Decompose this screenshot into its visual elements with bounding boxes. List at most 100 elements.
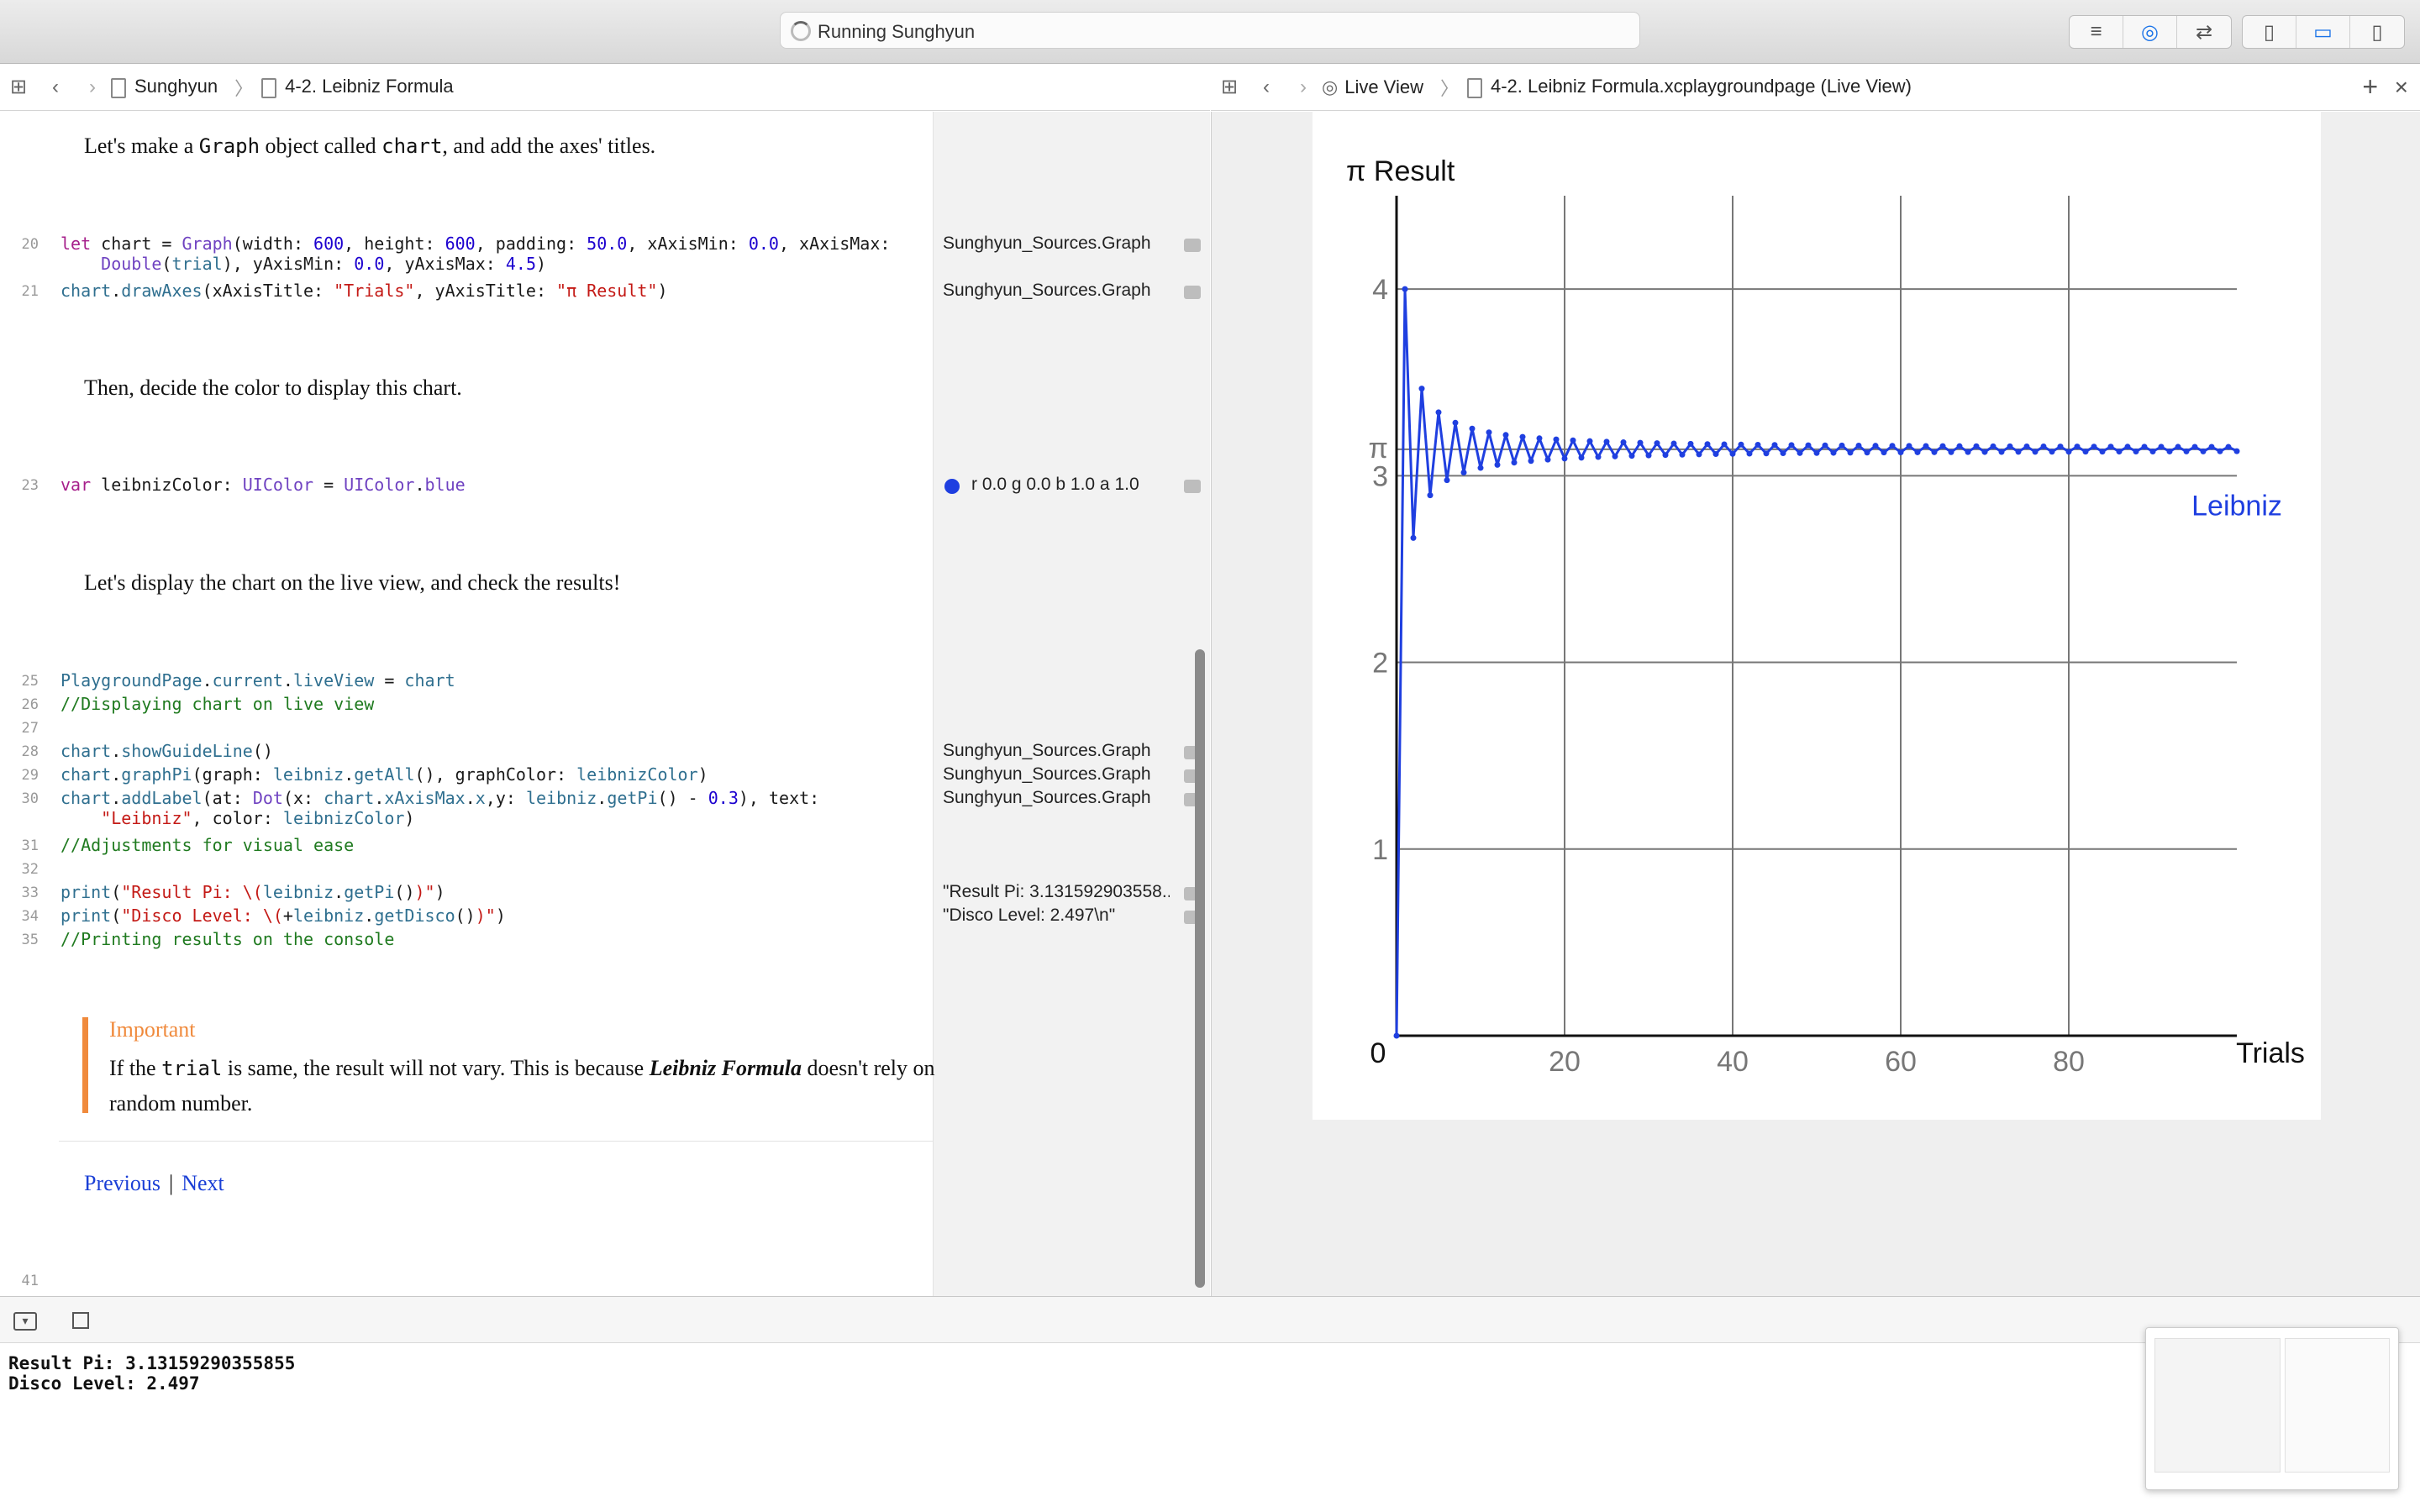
results-sidebar [933,112,1210,1296]
lines-icon: ≡ [2090,20,2102,43]
x-tick-label: 20 [1549,1046,1581,1078]
data-point [1561,455,1568,462]
live-view-panel: 20 40 60 80 1 2 3 4 π 0 π Result Trials Leibniz [1211,112,2420,1296]
next-link[interactable]: Next [182,1171,224,1195]
data-point [1595,454,1602,460]
data-point [2149,448,2156,454]
playground-editor: Let's make a Graph object called chart, … [0,112,1210,1296]
data-point [1889,443,1896,449]
data-point [2200,448,2207,454]
related-items-icon[interactable]: ⊞ [1220,76,1239,98]
view-toggle-group: ▯ ▭ ▯ [2242,15,2405,49]
data-point [2065,449,2072,455]
data-point [1612,453,1618,459]
data-point [1452,419,1459,426]
data-point [2175,444,2181,450]
quick-look-button[interactable] [1184,239,1201,252]
toggle-utilities-button[interactable]: ▯ [2350,16,2404,48]
add-icon[interactable]: + [2362,71,2378,102]
back-arrow-icon[interactable]: ‹ [52,75,59,98]
console-output[interactable]: Result Pi: 3.13159290355855 Disco Level:… [0,1344,2420,1512]
breadcrumb-page[interactable]: 4-2. Leibniz Formula [261,76,454,98]
data-point [2217,448,2223,454]
data-point [1645,452,1652,459]
x-tick-label: 60 [1885,1046,1917,1078]
version-icon: ⇄ [2195,20,2213,44]
data-point [1469,425,1476,432]
data-point [1528,458,1534,465]
source-editor[interactable] [0,112,933,1296]
data-point [1746,450,1753,457]
assistant-icon: ◎ [2141,20,2159,44]
data-point [1855,443,1862,449]
data-point [1973,443,1980,449]
nav-separator: | [169,1171,174,1195]
forward-arrow-icon[interactable]: › [1300,75,1307,98]
code-line: PlaygroundPage.current.liveView = chart [60,670,455,690]
data-point [1822,442,1828,449]
data-point [1435,409,1442,416]
data-point [1704,441,1711,448]
data-point [2141,444,2148,450]
activity-text: Running Sunghyun [818,21,976,42]
data-point [1948,449,1954,455]
data-point [2082,449,2089,455]
data-point [1914,449,1921,455]
data-point [1729,450,1736,457]
editor-mode-group: ≡ ◎ ⇄ [2069,15,2232,49]
live-view-thumbnail[interactable] [2145,1327,2399,1490]
data-point [1712,451,1719,458]
breadcrumb-live-view[interactable]: ◎ Live View [1322,76,1423,97]
quick-look-button[interactable] [1184,286,1201,299]
hide-debug-area-icon[interactable]: ▾ [13,1312,37,1331]
breadcrumb-project[interactable]: Sunghyun [111,76,218,98]
data-point [1410,534,1417,541]
code-comment: //Adjustments for visual ease [60,835,355,855]
line-number: 31 [21,837,39,854]
data-point [1502,432,1509,438]
data-point [2007,443,2013,449]
back-arrow-icon[interactable]: ‹ [1263,75,1270,98]
code-comment: //Displaying chart on live view [60,694,375,714]
data-point [1771,442,1778,449]
data-point [1444,477,1450,484]
quick-look-button[interactable] [1184,480,1201,493]
line-number: 30 [21,790,39,807]
result-value: r 0.0 g 0.0 b 1.0 a 1.0 [971,475,1139,494]
data-point [2208,444,2215,450]
file-icon [111,77,126,98]
standard-editor-button[interactable]: ≡ [2070,16,2123,48]
data-point [1460,470,1467,476]
assistant-icon: ◎ [1322,76,1339,97]
data-point [2032,449,2039,455]
data-point [1570,437,1576,444]
data-point [1847,449,1854,456]
breadcrumb-live-file[interactable]: 4-2. Leibniz Formula.xcplaygroundpage (L… [1466,76,1912,98]
related-items-icon[interactable]: ⊞ [9,76,28,98]
version-editor-button[interactable]: ⇄ [2177,16,2231,48]
data-point [1494,461,1501,468]
line-number: 41 [21,1273,39,1289]
data-point [1544,456,1551,463]
toggle-debug-area-button[interactable]: ▭ [2296,16,2350,48]
code-line: let chart = Graph(width: 600, height: 60… [60,234,891,274]
data-point [1519,433,1526,440]
console-line: Disco Level: 2.497 [8,1373,200,1394]
line-number: 34 [21,908,39,925]
close-icon[interactable]: × [2394,73,2408,100]
toggle-navigator-button[interactable]: ▯ [2243,16,2296,48]
result-value: Sunghyun_Sources.Graph [943,281,1151,300]
stop-icon[interactable] [72,1312,89,1329]
callout-body: If the trial is same, the result will no… [109,1056,935,1116]
editor-scrollbar[interactable] [1195,649,1205,1288]
forward-arrow-icon[interactable]: › [89,75,96,98]
line-number: 27 [21,720,39,737]
data-point [2116,449,2123,455]
previous-link[interactable]: Previous [84,1171,160,1195]
assistant-editor-button[interactable]: ◎ [2123,16,2177,48]
page-navigation: Previous | Next [84,1171,224,1196]
data-point [2040,444,2047,450]
data-point [1830,449,1837,456]
data-point [2158,444,2165,450]
series-label: Leibniz [2191,491,2282,522]
